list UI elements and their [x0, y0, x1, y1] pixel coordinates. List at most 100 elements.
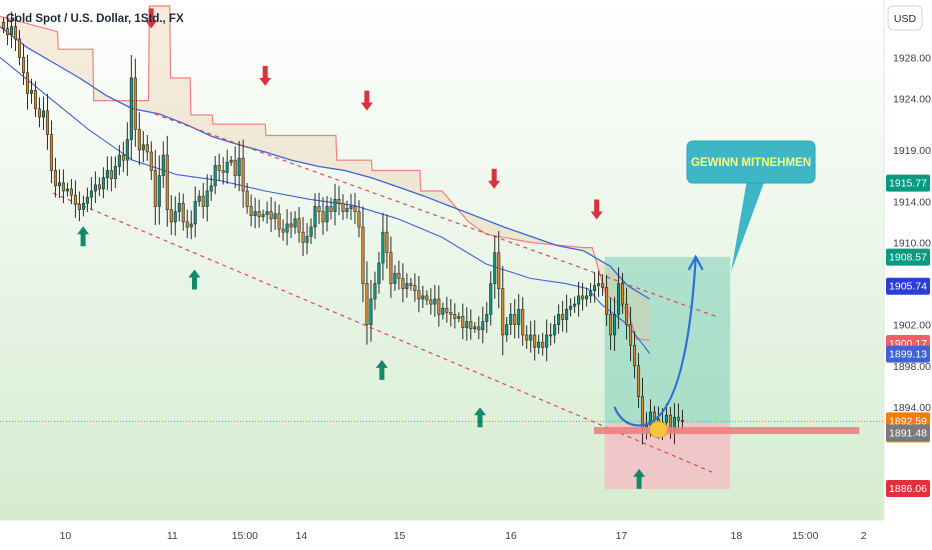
callout-box [686, 140, 816, 184]
candle [497, 230, 501, 309]
x-tick-label: 18 [731, 530, 743, 542]
candle [569, 298, 573, 317]
candle-body [465, 321, 469, 329]
candle [601, 274, 605, 296]
candle-body [177, 203, 181, 212]
candle [329, 197, 333, 220]
candle-body [237, 157, 241, 176]
candle [437, 285, 441, 327]
entry-marker[interactable] [649, 421, 669, 439]
arrow-up-icon [188, 269, 201, 290]
loss-zone[interactable] [604, 423, 731, 490]
candle-body [161, 154, 165, 176]
candle-body [405, 283, 409, 289]
candle-body [381, 231, 385, 264]
candle-body [640, 396, 645, 428]
candle [529, 321, 533, 353]
candle [197, 190, 201, 207]
candle [413, 273, 417, 302]
x-tick-label: 15:00 [232, 530, 258, 542]
profit-zone[interactable] [604, 256, 731, 424]
candle-body [377, 262, 381, 284]
candle-body [277, 213, 281, 230]
candle-body [193, 201, 197, 225]
candle-body [609, 314, 613, 336]
candle-body [477, 326, 481, 331]
candle [389, 236, 393, 299]
candle-body [221, 170, 225, 173]
y-tick-label: 1902.00 [893, 320, 931, 332]
candle-body [77, 204, 81, 210]
candle-body [533, 334, 537, 348]
candle [381, 212, 385, 281]
candle [397, 260, 401, 290]
candle-body [425, 295, 429, 301]
y-tick-label: 1898.00 [893, 361, 931, 373]
candle-body [213, 165, 217, 187]
candle-body [321, 211, 325, 223]
candle [117, 145, 121, 176]
candle-body [149, 151, 153, 171]
candle [141, 131, 145, 163]
candle [209, 174, 213, 201]
price-label-text: 1886.06 [889, 483, 927, 495]
price-label: 1908.57 [886, 248, 930, 266]
candle-body [529, 334, 533, 341]
candle [425, 290, 429, 306]
candle [25, 54, 30, 110]
candle-body [293, 218, 297, 228]
candle-body [233, 159, 237, 176]
candle-body [145, 144, 149, 153]
candle-body [309, 226, 313, 237]
price-label-text: 1899.13 [889, 349, 927, 361]
currency-button[interactable]: USD [887, 5, 923, 31]
y-tick-label: 1894.00 [893, 402, 931, 414]
candle-body [549, 334, 553, 337]
candle-body [21, 57, 26, 74]
candle-body [676, 416, 680, 421]
candle [97, 177, 101, 196]
candle-body [137, 129, 141, 151]
candle [21, 43, 26, 85]
candle-body [317, 206, 321, 212]
candle-body [197, 195, 201, 202]
candle [37, 97, 42, 128]
candle [45, 93, 50, 150]
time-axis-background [0, 520, 932, 550]
candle [245, 183, 249, 214]
annotation-callout[interactable]: GEWINN MITNEHMEN [686, 140, 816, 272]
candle-body [33, 89, 38, 110]
candle-body [5, 28, 10, 36]
candle-body [449, 312, 453, 315]
price-label: 1886.06 [886, 480, 930, 498]
projection-curve[interactable] [613, 257, 697, 427]
candle [465, 307, 469, 341]
candle [521, 297, 525, 346]
candle-body [229, 159, 233, 163]
x-tick-label: 16 [505, 530, 517, 542]
candle [636, 353, 641, 409]
candle [405, 273, 409, 298]
candle [401, 263, 405, 303]
candle-body [265, 211, 269, 215]
candle [321, 197, 325, 235]
candle [177, 192, 181, 222]
candle-body [189, 223, 193, 228]
candle-body [541, 341, 545, 348]
arrow-down-icon [488, 168, 501, 189]
candle [185, 209, 189, 239]
support-line[interactable] [594, 427, 860, 435]
candle-body [605, 287, 609, 315]
candle [49, 120, 53, 184]
candle-body [113, 166, 117, 180]
y-tick-label: 1928.00 [893, 52, 931, 64]
candle [105, 156, 109, 191]
candle-body [537, 341, 541, 348]
ma-line-1[interactable] [0, 26, 651, 300]
candle [89, 177, 93, 210]
trailing-stop-line[interactable] [0, 5, 650, 341]
candle [593, 272, 597, 303]
candle [137, 112, 141, 166]
candle [485, 301, 489, 333]
